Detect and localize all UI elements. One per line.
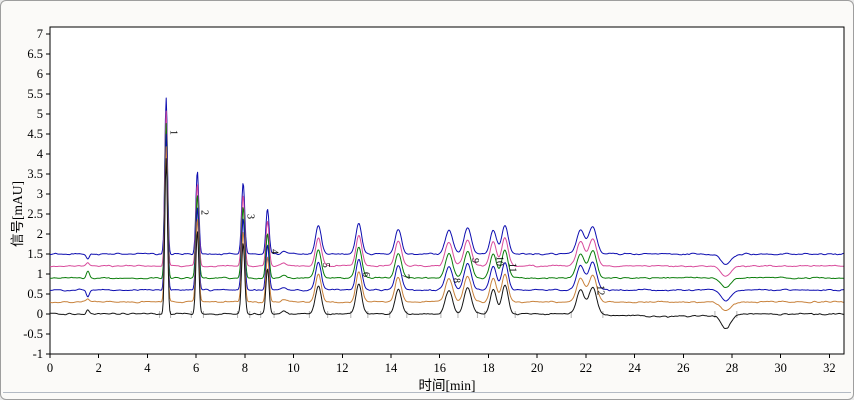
peak-label-8: 8 bbox=[450, 278, 461, 283]
x-tick-label: 2 bbox=[96, 361, 102, 375]
y-tick-label: 3.5 bbox=[27, 167, 43, 181]
y-tick-label: 6 bbox=[37, 67, 43, 81]
trace-blue-2 bbox=[49, 133, 844, 302]
y-tick-label: 2 bbox=[37, 227, 43, 241]
bottom-divider bbox=[3, 392, 851, 393]
y-tick-label: -1 bbox=[33, 347, 43, 361]
peak-label-10: 10 bbox=[494, 256, 505, 266]
y-tick-label: 0 bbox=[37, 307, 43, 321]
x-tick-label: 14 bbox=[385, 361, 398, 375]
x-tick-label: 10 bbox=[287, 361, 300, 375]
peak-label-4: 4 bbox=[269, 249, 280, 254]
peak-label-5: 5 bbox=[320, 263, 331, 268]
x-tick-label: 8 bbox=[242, 361, 248, 375]
peak-label-2: 2 bbox=[198, 210, 209, 215]
x-tick-label: 16 bbox=[433, 361, 446, 375]
x-tick-label: 20 bbox=[531, 361, 544, 375]
peak-label-11: 11 bbox=[506, 263, 517, 273]
x-tick-label: 4 bbox=[144, 361, 151, 375]
y-tick-label: 4 bbox=[37, 147, 44, 161]
trace-pink bbox=[49, 110, 844, 277]
y-tick-label: -0.5 bbox=[23, 327, 43, 341]
x-tick-label: 18 bbox=[482, 361, 495, 375]
trace-green bbox=[50, 123, 844, 288]
peak-label-1: 1 bbox=[168, 130, 179, 135]
y-axis-label: 信号[mAU] bbox=[10, 181, 25, 247]
x-tick-label: 32 bbox=[823, 361, 836, 375]
x-tick-label: 30 bbox=[774, 361, 787, 375]
x-axis-label: 时间[min] bbox=[418, 378, 476, 393]
trace-orange bbox=[49, 146, 844, 311]
y-tick-label: 7 bbox=[37, 27, 43, 41]
trace-blue-1 bbox=[50, 97, 844, 265]
y-tick-label: 3 bbox=[37, 187, 43, 201]
y-tick-label: 0.5 bbox=[27, 287, 43, 301]
peak-label-9: 9 bbox=[469, 258, 480, 263]
y-tick-label: 1 bbox=[37, 267, 43, 281]
y-tick-label: 5 bbox=[37, 107, 43, 121]
x-tick-label: 22 bbox=[580, 361, 593, 375]
x-tick-label: 12 bbox=[336, 361, 349, 375]
x-tick-label: 24 bbox=[628, 361, 641, 375]
peak-label-7: 7 bbox=[400, 274, 411, 279]
y-tick-label: 6.5 bbox=[27, 47, 43, 61]
y-tick-label: 5.5 bbox=[27, 87, 43, 101]
y-tick-label: 2.5 bbox=[27, 207, 43, 221]
peak-label-6: 6 bbox=[360, 272, 371, 277]
x-tick-label: 6 bbox=[193, 361, 199, 375]
peak-label-3: 3 bbox=[244, 214, 255, 219]
x-tick-label: 0 bbox=[47, 361, 53, 375]
x-tick-label: 26 bbox=[677, 361, 690, 375]
peak-label-12: 12 bbox=[595, 285, 606, 295]
y-tick-label: 4.5 bbox=[27, 127, 43, 141]
trace-black bbox=[50, 158, 844, 329]
plot-area bbox=[49, 26, 845, 355]
y-tick-label: 1.5 bbox=[27, 247, 43, 261]
x-tick-label: 28 bbox=[726, 361, 739, 375]
